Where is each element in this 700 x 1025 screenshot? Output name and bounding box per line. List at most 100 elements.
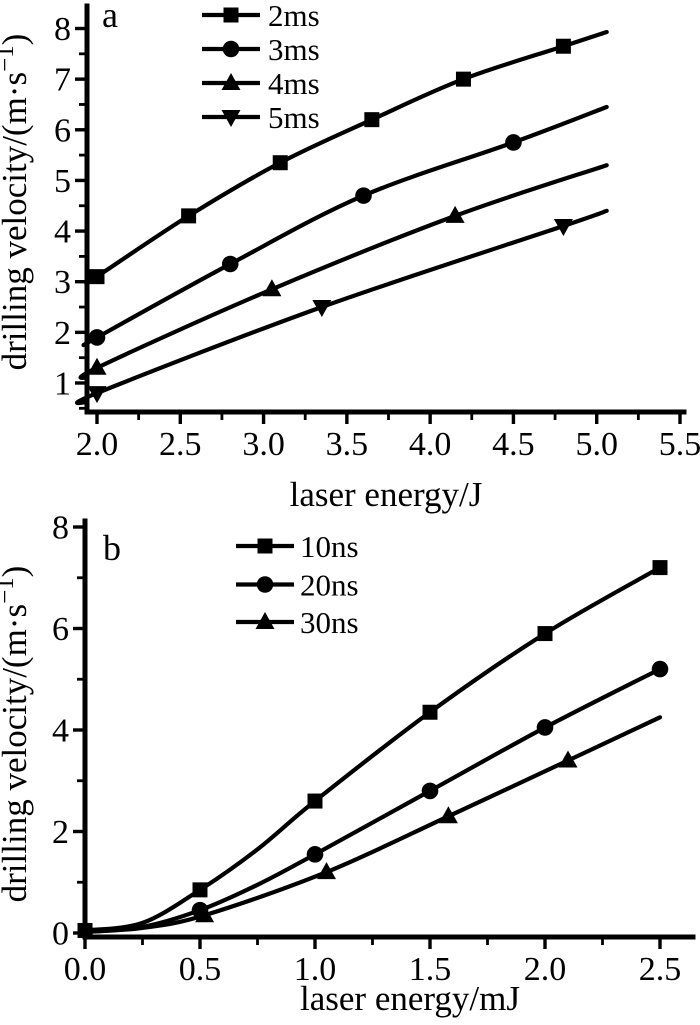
legend-label-10ns: 10ns — [300, 529, 359, 564]
y-tick-label: 4 — [52, 713, 69, 750]
series-4ms-line — [78, 163, 609, 380]
triangle-up-marker — [558, 750, 578, 768]
x-tick-label: 2.5 — [639, 951, 682, 988]
square-marker — [455, 71, 471, 87]
circle-marker — [505, 134, 522, 151]
square-marker — [537, 626, 553, 642]
y-tick-label: 6 — [52, 611, 69, 648]
series-4ms — [78, 163, 609, 380]
triangle-down-marker — [87, 386, 107, 404]
triangle-up-marker — [438, 806, 458, 824]
x-tick-label: 2.0 — [76, 426, 119, 463]
triangle-down-icon — [221, 110, 241, 127]
series-10ns-line — [82, 565, 663, 933]
y-tick-label: 2 — [54, 315, 71, 352]
legend-entry-10ns: 10ns — [236, 529, 359, 564]
x-tick-label: 5.5 — [659, 426, 700, 463]
panel-b: 0.0 0.5 1.0 1.5 2.0 2.5 0 2 4 6 8 laser energy/mJ dr… — [0, 510, 696, 1018]
triangle-down-marker — [312, 300, 332, 318]
square-icon — [257, 538, 273, 554]
series-20ns-line — [82, 667, 663, 935]
panel-b-ticks — [73, 525, 662, 949]
circle-marker — [355, 187, 372, 204]
square-marker — [192, 882, 208, 898]
square-marker — [652, 560, 668, 576]
series-2ms — [84, 29, 609, 286]
y-tick-label: 2 — [52, 814, 69, 851]
x-tick-label: 0.5 — [179, 951, 222, 988]
legend-entry-5ms: 5ms — [202, 100, 320, 135]
y-tick-label: 8 — [52, 510, 69, 547]
circle-marker — [651, 660, 669, 678]
panel-a-x-axis-title: laser energy/J — [290, 475, 483, 514]
triangle-down-marker — [553, 219, 573, 237]
panel-b-tick-labels: 0.0 0.5 1.0 1.5 2.0 2.5 0 2 4 6 8 — [52, 510, 681, 989]
legend-label-5ms: 5ms — [268, 100, 320, 135]
square-marker — [422, 704, 438, 720]
panel-b-axes — [82, 518, 696, 940]
series-30ns — [82, 715, 663, 935]
legend-label-4ms: 4ms — [268, 66, 320, 101]
y-tick-label: 6 — [54, 112, 71, 149]
circle-marker — [536, 719, 554, 736]
circle-icon — [222, 40, 240, 58]
series-20ns — [82, 660, 669, 935]
x-tick-label: 4.0 — [409, 426, 452, 463]
square-icon — [223, 7, 239, 23]
triangle-up-marker — [317, 862, 336, 880]
triangle-up-marker — [87, 357, 107, 375]
panel-a-ticks — [75, 26, 682, 424]
series-5ms-line — [75, 208, 609, 406]
triangle-up-marker — [195, 905, 215, 923]
panel-a: 2.0 2.5 3.0 3.5 4.0 4.5 5.0 5.5 1 2 3 4 5 6 7 8 laser en… — [0, 0, 700, 514]
square-marker — [272, 155, 288, 171]
y-tick-label: 8 — [54, 11, 71, 48]
circle-icon — [256, 576, 274, 593]
x-tick-label: 1.5 — [409, 951, 452, 988]
legend-entry-3ms: 3ms — [202, 32, 320, 67]
panel-a-y-axis-title: drilling velocity/(m·s−1) — [0, 34, 34, 371]
panel-letter-a: a — [102, 0, 118, 35]
y-tick-label: 0 — [52, 916, 69, 953]
circle-marker — [221, 255, 239, 273]
panel-b-x-axis-title: laser energy/mJ — [300, 979, 520, 1018]
y-tick-label: 5 — [54, 163, 71, 200]
series-10ns — [77, 560, 668, 938]
y-tick-label: 3 — [54, 264, 71, 301]
triangle-up-marker — [445, 205, 465, 223]
y-tick-label: 4 — [54, 214, 71, 251]
x-tick-label: 4.5 — [492, 426, 535, 463]
legend-entry-4ms: 4ms — [202, 66, 320, 101]
x-tick-label: 2.5 — [159, 426, 202, 463]
legend-entry-30ns: 30ns — [236, 605, 359, 640]
x-tick-label: 0.0 — [64, 951, 107, 988]
square-marker — [555, 38, 571, 54]
square-marker — [307, 793, 323, 809]
triangle-up-icon — [255, 612, 275, 629]
circle-marker — [421, 782, 439, 800]
square-marker — [181, 208, 197, 224]
y-tick-label: 1 — [54, 366, 71, 403]
x-tick-label: 2.0 — [524, 951, 567, 988]
legend-label-30ns: 30ns — [300, 605, 359, 640]
legend-label-2ms: 2ms — [268, 0, 320, 33]
square-marker — [89, 269, 105, 285]
y-tick-label: 7 — [54, 62, 71, 99]
series-5ms — [75, 208, 609, 406]
panel-letter-b: b — [103, 528, 121, 568]
legend-entry-2ms: 2ms — [202, 0, 320, 33]
panel-a-axes — [84, 3, 687, 415]
panel-a-tick-labels: 2.0 2.5 3.0 3.5 4.0 4.5 5.0 5.5 1 2 3 4 5 6 7 8 — [54, 11, 700, 463]
triangle-up-marker — [262, 279, 282, 297]
panel-b-y-axis-title: drilling velocity/(m·s−1) — [0, 566, 34, 903]
x-tick-label: 1.0 — [294, 951, 337, 988]
x-tick-label: 3.5 — [326, 426, 369, 463]
legend-label-3ms: 3ms — [268, 32, 320, 67]
circle-marker — [306, 846, 324, 863]
triangle-up-icon — [221, 73, 241, 90]
x-tick-label: 5.0 — [575, 426, 618, 463]
